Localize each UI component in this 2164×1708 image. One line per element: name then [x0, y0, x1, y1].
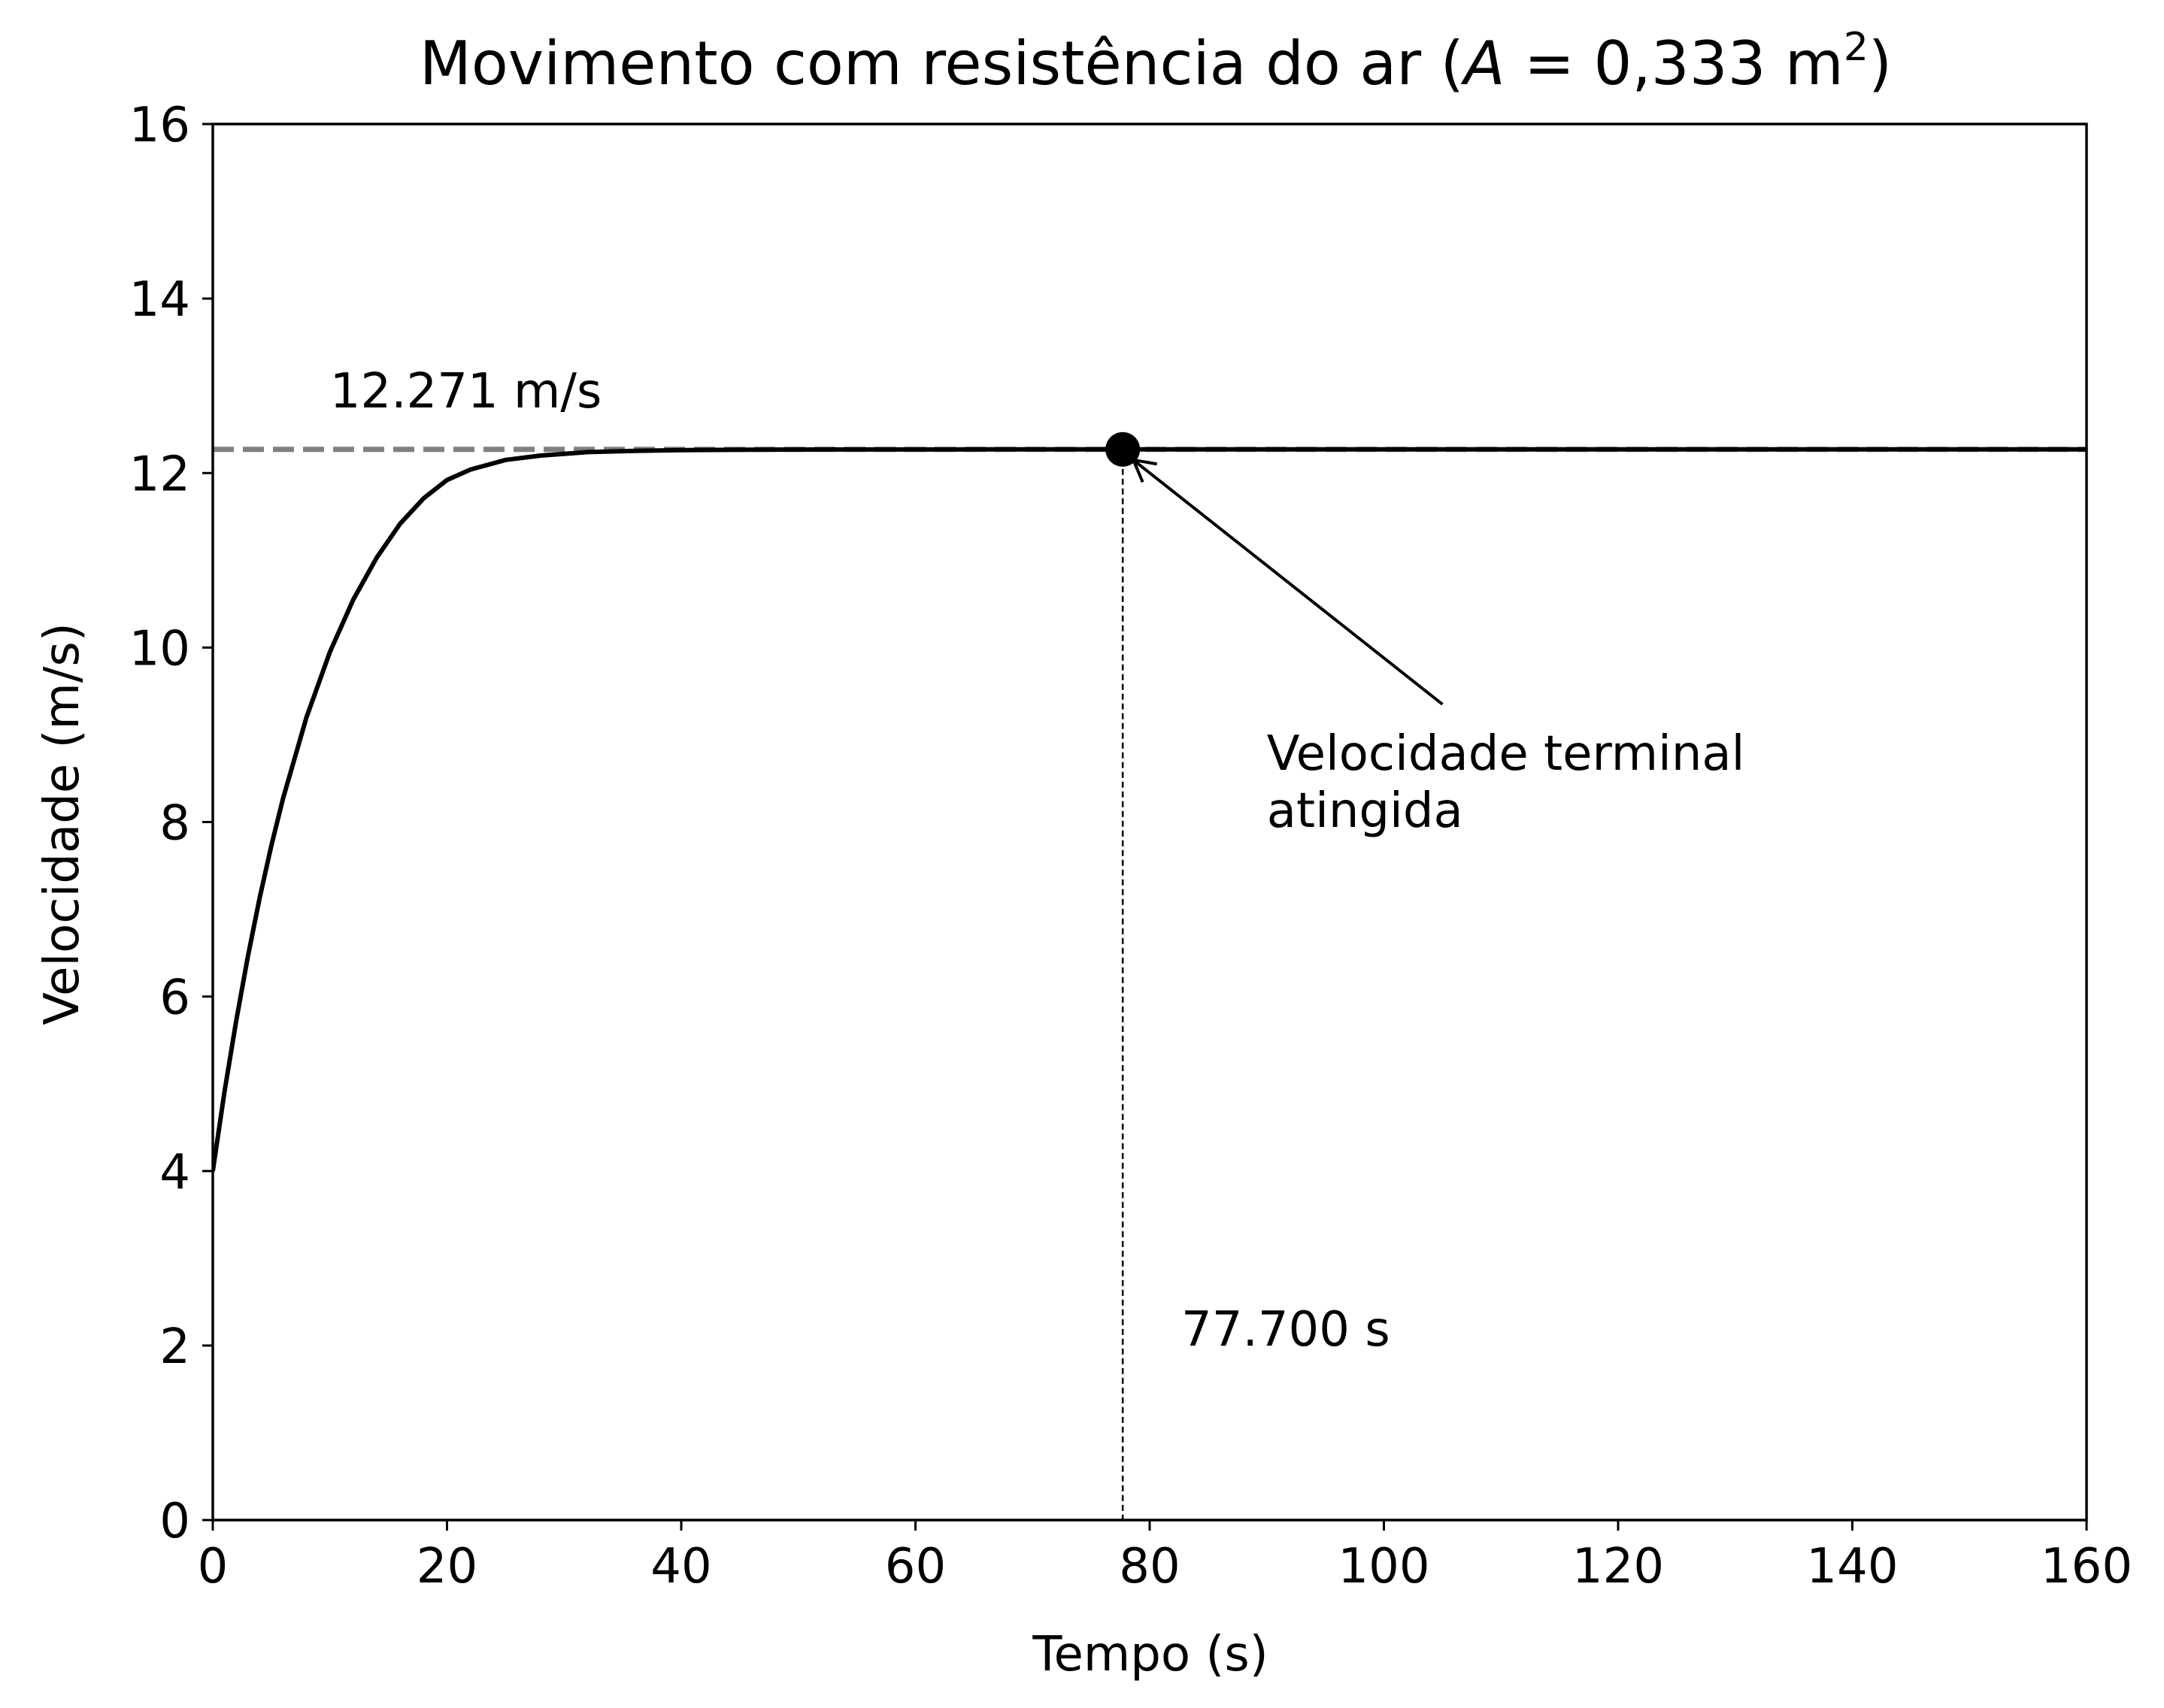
y-tick-label: 12 [129, 447, 190, 502]
terminal-velocity-label: 12.271 m/s [330, 364, 602, 419]
y-tick-label: 6 [159, 971, 190, 1026]
x-tick-label: 20 [417, 1539, 477, 1594]
x-tick-label: 160 [2041, 1539, 2132, 1594]
y-tick-label: 8 [159, 796, 190, 852]
annotation-arrow-head [1130, 458, 1158, 483]
x-tick-label: 120 [1572, 1539, 1664, 1594]
x-tick-label: 40 [650, 1539, 711, 1594]
x-tick-label: 80 [1119, 1539, 1180, 1594]
x-tick-label: 100 [1338, 1539, 1429, 1594]
annotation-text-line1: Velocidade terminal [1267, 726, 1745, 782]
y-tick-label: 2 [159, 1319, 190, 1375]
x-axis-label: Tempo (s) [1032, 1627, 1268, 1682]
annotation-text-line2: atingida [1267, 783, 1463, 839]
velocity-series-line [213, 447, 2087, 1172]
y-tick-label: 10 [129, 621, 190, 677]
annotation-arrow-shaft [1132, 459, 1444, 706]
x-tick-label: 0 [198, 1539, 229, 1594]
x-tick-label: 60 [885, 1539, 946, 1594]
plot-content [213, 447, 2087, 1520]
x-tick-label: 140 [1806, 1539, 1898, 1594]
y-axis-label: Velocidade (m/s) [35, 622, 90, 1025]
plot-area: 0 20 40 60 80 100 120 140 160 0 2 4 6 8 10 12 14 16 12.271… [129, 98, 2133, 1594]
y-tick-label: 14 [129, 272, 190, 328]
y-tick-label: 0 [159, 1494, 190, 1549]
chart-title: Movimento com resistência do ar (A = 0,3… [420, 25, 1892, 98]
terminal-time-label: 77.700 s [1181, 1302, 1390, 1358]
y-tick-label: 16 [129, 98, 190, 153]
terminal-velocity-marker [1105, 432, 1141, 467]
y-tick-label: 4 [159, 1145, 190, 1201]
